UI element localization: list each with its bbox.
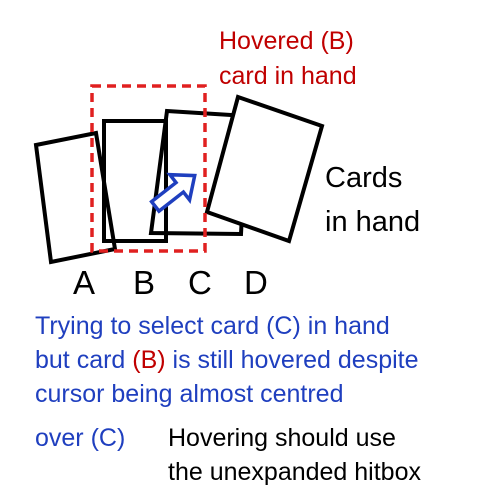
hovered-label-marker: (B): [320, 27, 354, 55]
card-letter-d: D: [244, 264, 268, 301]
caption-line-2-a: but card: [35, 346, 133, 374]
card-d: [204, 94, 325, 244]
caption-line-1-a: Trying to select card: [35, 312, 267, 340]
caption-line-2-b: is still hovered despite: [165, 346, 419, 374]
hovered-card-label-line2: card in hand: [219, 62, 357, 90]
note-line-2: the unexpanded hitbox: [168, 458, 421, 486]
card-letter-c: C: [188, 264, 212, 301]
card-a: [33, 130, 118, 265]
hovered-label-prefix: Hovered: [219, 27, 321, 55]
caption-line-2-marker: (B): [132, 346, 166, 374]
caption-line-1: Trying to select card (C) in hand: [35, 314, 390, 339]
cursor-arrow-icon: [149, 172, 197, 214]
note-line-1: Hovering should use: [168, 424, 396, 452]
caption-line-1-marker: (C): [266, 312, 301, 340]
caption-line-1-b: in hand: [300, 312, 390, 340]
card-letter-a: A: [73, 264, 96, 301]
card-letter-b: B: [133, 264, 156, 301]
hovered-card-label: Hovered (B): [219, 29, 354, 54]
caption-line-2: but card (B) is still hovered despite: [35, 348, 419, 373]
card-b: [102, 119, 168, 243]
cards-in-hand-label-line2: in hand: [325, 206, 421, 238]
caption-line-4: over (C): [35, 424, 126, 452]
card-c: [148, 108, 250, 237]
hovered-hitbox-b: [90, 84, 207, 253]
caption-line-3: cursor being almost centred: [35, 380, 344, 408]
cards-in-hand-label-line1: Cards: [325, 162, 403, 194]
